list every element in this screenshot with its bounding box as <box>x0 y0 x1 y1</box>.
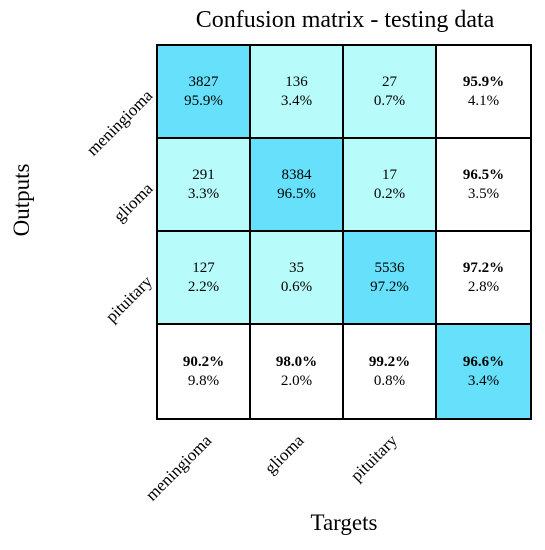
x-axis-title: Targets <box>310 510 378 535</box>
cell-top-value: 95.9% <box>462 73 505 90</box>
matrix-cell: 5536 97.2% <box>344 232 437 325</box>
cell-bottom-value: 0.2% <box>373 185 406 202</box>
column-summary-cell: 98.0% 2.0% <box>251 325 344 418</box>
cell-top-value: 27 <box>382 73 397 90</box>
cell-bottom-value: 3.4% <box>280 92 313 109</box>
cell-top-value: 127 <box>192 259 215 276</box>
cell-bottom-value: 0.7% <box>373 92 406 109</box>
cell-top-value: 96.6% <box>462 353 505 370</box>
cell-top-value: 8384 <box>281 166 312 183</box>
cell-bottom-value: 97.2% <box>370 278 409 295</box>
cell-top-value: 136 <box>285 73 308 90</box>
confusion-matrix-grid: 3827 95.9% 136 3.4% 27 0.7% 95.9% 4.1% 291 3.3% 83… <box>156 44 532 420</box>
cell-top-value: 5536 <box>374 259 405 276</box>
cell-bottom-value: 2.8% <box>467 278 500 295</box>
cell-top-value: 97.2% <box>462 259 505 276</box>
cell-bottom-value: 9.8% <box>187 372 220 389</box>
y-tick-label: pituitary <box>102 271 157 326</box>
cell-top-value: 17 <box>382 166 397 183</box>
cell-top-value: 35 <box>289 259 304 276</box>
y-tick-label: glioma <box>109 178 157 226</box>
matrix-cell: 291 3.3% <box>158 139 251 232</box>
cell-top-value: 96.5% <box>462 166 505 183</box>
cell-bottom-value: 4.1% <box>467 92 500 109</box>
cell-bottom-value: 0.8% <box>373 372 406 389</box>
cell-top-value: 90.2% <box>182 353 225 370</box>
x-tick-label: glioma <box>261 430 308 478</box>
cell-bottom-value: 96.5% <box>277 185 316 202</box>
matrix-cell: 27 0.7% <box>344 46 437 139</box>
x-tick-label: meningioma <box>141 430 215 505</box>
cell-top-value: 291 <box>192 166 215 183</box>
matrix-cell: 17 0.2% <box>344 139 437 232</box>
column-summary-cell: 90.2% 9.8% <box>158 325 251 418</box>
cell-bottom-value: 0.6% <box>280 278 313 295</box>
matrix-cell: 8384 96.5% <box>251 139 344 232</box>
cell-bottom-value: 3.5% <box>467 185 500 202</box>
cell-bottom-value: 95.9% <box>184 92 223 109</box>
overall-accuracy-cell: 96.6% 3.4% <box>437 325 530 418</box>
cell-bottom-value: 2.0% <box>280 372 313 389</box>
column-summary-cell: 99.2% 0.8% <box>344 325 437 418</box>
cell-top-value: 98.0% <box>275 353 318 370</box>
cell-bottom-value: 2.2% <box>187 278 220 295</box>
cell-bottom-value: 3.3% <box>187 185 220 202</box>
matrix-cell: 3827 95.9% <box>158 46 251 139</box>
matrix-cell: 35 0.6% <box>251 232 344 325</box>
cell-top-value: 99.2% <box>368 353 411 370</box>
y-axis-title: Outputs <box>9 163 34 237</box>
row-summary-cell: 95.9% 4.1% <box>437 46 530 139</box>
chart-title: Confusion matrix - testing data <box>195 7 495 33</box>
cell-top-value: 3827 <box>188 73 219 90</box>
row-summary-cell: 96.5% 3.5% <box>437 139 530 232</box>
row-summary-cell: 97.2% 2.8% <box>437 232 530 325</box>
matrix-cell: 127 2.2% <box>158 232 251 325</box>
matrix-cell: 136 3.4% <box>251 46 344 139</box>
cell-bottom-value: 3.4% <box>467 372 500 389</box>
x-tick-label: pituitary <box>346 430 401 486</box>
y-tick-label: meningioma <box>82 85 157 159</box>
